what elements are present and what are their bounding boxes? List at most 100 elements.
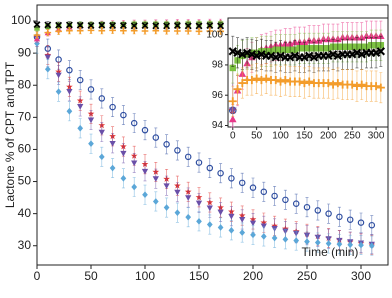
x-tick-label: 100 — [135, 269, 155, 283]
error-bar — [175, 140, 179, 161]
marker — [109, 22, 117, 29]
marker — [87, 22, 95, 29]
marker — [77, 104, 84, 110]
x-tick-label: 0 — [34, 269, 41, 283]
marker — [174, 189, 181, 196]
marker — [130, 119, 138, 127]
marker — [195, 200, 203, 207]
marker — [152, 134, 160, 141]
marker — [141, 22, 149, 29]
y-axis-label: Lactone % of CPT and TPT — [3, 61, 17, 208]
y-tick-label: 80 — [18, 77, 32, 91]
marker — [33, 21, 41, 29]
marker — [163, 183, 170, 190]
marker — [357, 219, 365, 226]
marker — [120, 175, 127, 182]
series — [228, 35, 386, 73]
marker — [233, 85, 242, 94]
marker — [348, 80, 357, 89]
x-tick-label: 200 — [243, 269, 263, 283]
marker — [88, 140, 94, 147]
marker — [228, 175, 235, 182]
marker — [217, 169, 224, 177]
y-tick-label: 60 — [18, 142, 32, 156]
marker — [228, 115, 237, 123]
error-bar — [240, 172, 244, 193]
x-tick-label: 0 — [230, 131, 236, 142]
marker — [260, 233, 267, 240]
marker — [76, 27, 84, 35]
error-bar — [89, 79, 93, 100]
inset-plot: 0 50 100 150 200 250 300 94 96 98 100 — [206, 17, 389, 142]
marker — [276, 77, 285, 86]
error-bar — [154, 127, 158, 148]
error-bar — [186, 146, 190, 167]
marker — [98, 153, 105, 161]
marker — [66, 66, 73, 74]
marker — [142, 191, 148, 199]
marker — [163, 22, 171, 30]
marker — [206, 22, 214, 29]
marker — [196, 218, 202, 225]
marker — [77, 124, 84, 132]
error-bar — [348, 209, 352, 230]
marker — [347, 241, 354, 249]
y-tick-label: 100 — [11, 13, 31, 27]
marker — [44, 54, 51, 61]
error-bar — [111, 97, 115, 118]
marker — [55, 88, 62, 95]
marker — [271, 76, 280, 85]
x-tick-label: 100 — [272, 131, 289, 142]
marker — [141, 168, 149, 175]
error-bar — [78, 70, 82, 91]
marker — [260, 223, 267, 230]
marker — [120, 27, 127, 35]
marker — [174, 147, 181, 154]
marker — [206, 27, 214, 35]
marker — [44, 21, 52, 29]
marker — [249, 220, 257, 227]
marker — [262, 74, 271, 83]
main-plot: 0 50 100 150 200 250 300 30 40 50 60 70 80 90 100 — [11, 4, 389, 283]
marker — [44, 29, 52, 36]
marker — [173, 22, 181, 29]
marker — [217, 27, 224, 35]
marker — [281, 76, 290, 85]
error-bar — [305, 197, 309, 218]
marker — [217, 22, 225, 30]
marker — [141, 126, 149, 134]
error-bar — [100, 88, 104, 109]
plot-frame — [227, 17, 389, 128]
marker — [55, 72, 62, 79]
marker — [368, 221, 376, 229]
marker — [228, 213, 235, 220]
error-bar — [121, 105, 125, 126]
marker — [195, 22, 203, 30]
marker — [65, 21, 73, 29]
series — [34, 33, 375, 256]
error-bar — [359, 212, 363, 233]
x-tick-label: 50 — [251, 131, 263, 142]
error-bar — [197, 152, 201, 173]
marker — [184, 27, 192, 35]
error-bar — [283, 189, 287, 210]
marker — [98, 21, 106, 29]
series — [228, 63, 385, 117]
marker — [357, 80, 366, 89]
marker — [329, 80, 338, 89]
marker — [152, 176, 159, 182]
marker — [303, 203, 311, 211]
marker — [304, 238, 310, 245]
error-bar — [273, 186, 277, 206]
error-bar — [370, 215, 374, 236]
marker — [163, 27, 170, 35]
marker — [195, 27, 203, 35]
marker — [352, 82, 361, 91]
marker — [66, 88, 73, 95]
plot-frame — [36, 4, 389, 266]
marker — [76, 76, 84, 84]
marker — [292, 200, 300, 207]
marker — [184, 153, 192, 161]
marker — [206, 205, 213, 212]
marker — [109, 140, 116, 147]
